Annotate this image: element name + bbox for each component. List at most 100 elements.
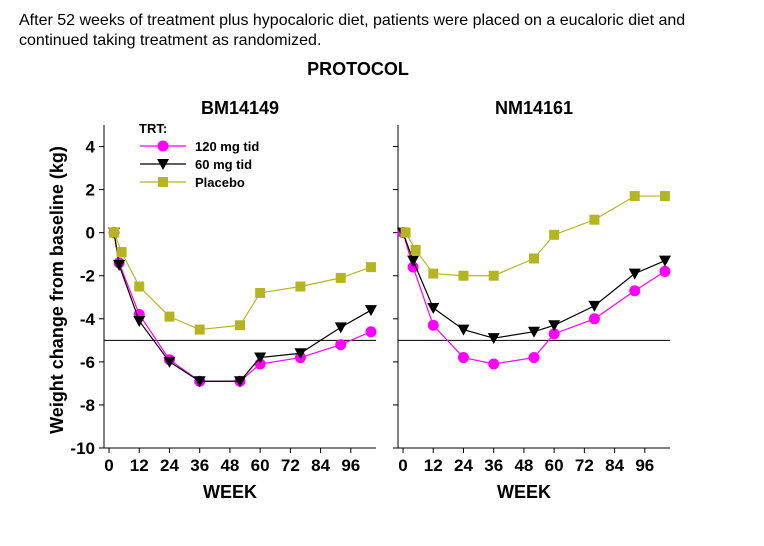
x-tick-label: 84	[311, 456, 330, 475]
data-point	[659, 265, 671, 277]
data-point	[235, 320, 245, 331]
data-point	[407, 261, 419, 273]
legend-label: 120 mg tid	[195, 139, 259, 154]
x-tick-label: 12	[130, 456, 149, 475]
legend-marker	[158, 177, 168, 187]
data-point	[588, 300, 601, 312]
series-line	[402, 232, 666, 339]
x-axis-label: WEEK	[203, 482, 257, 502]
data-point	[364, 305, 377, 317]
data-point	[410, 244, 421, 255]
legend-title: TRT:	[139, 121, 167, 136]
y-tick-label: 0	[86, 224, 95, 243]
data-point	[335, 339, 347, 351]
data-point	[529, 253, 539, 264]
x-tick-label: 72	[281, 456, 300, 475]
series-60-mg-tid	[397, 227, 671, 345]
data-point	[457, 324, 470, 336]
data-point	[548, 328, 560, 340]
x-tick-label: 96	[341, 456, 360, 475]
y-tick-label: -2	[80, 267, 95, 286]
x-tick-label: 0	[398, 456, 407, 475]
data-point	[487, 333, 500, 345]
series-line	[113, 232, 372, 382]
series-line	[402, 232, 666, 365]
figure-caption: After 52 weeks of treatment plus hypocal…	[19, 12, 686, 49]
data-point	[428, 268, 439, 279]
data-point	[365, 262, 376, 273]
series-placebo	[109, 227, 376, 335]
data-point	[589, 214, 600, 225]
data-point	[427, 303, 440, 315]
x-tick-label: 24	[454, 456, 473, 475]
series-line	[405, 195, 665, 277]
x-tick-label: 96	[635, 456, 654, 475]
y-axis-label: Weight change from baseline (kg)	[47, 146, 67, 434]
data-point	[294, 348, 307, 360]
y-tick-label: 4	[86, 138, 96, 157]
series-60-mg-tid	[108, 227, 377, 388]
data-point	[116, 247, 127, 258]
x-tick-label: 36	[484, 456, 503, 475]
y-tick-label: -4	[80, 310, 96, 329]
data-point	[254, 352, 267, 364]
data-point	[407, 255, 420, 267]
data-point	[588, 313, 600, 325]
data-point	[113, 259, 126, 271]
series-120-mg-tid	[108, 227, 377, 387]
legend-marker	[157, 140, 169, 152]
data-point	[488, 358, 500, 370]
data-point	[457, 352, 469, 364]
x-tick-label: 12	[424, 456, 443, 475]
x-axis-label: WEEK	[497, 482, 551, 502]
data-point	[194, 324, 205, 335]
data-point	[334, 322, 347, 334]
x-tick-label: 60	[251, 456, 270, 475]
data-point	[549, 229, 560, 240]
data-point	[400, 227, 411, 238]
y-tick-label: -10	[70, 439, 95, 458]
data-point	[427, 319, 439, 331]
data-point	[234, 376, 246, 388]
series-placebo	[400, 191, 670, 281]
series-line	[113, 232, 372, 331]
chart-panels: BM14149 4 2 0 -2 -4 -6 -8 -10 0 12 24 36 48 60 72 84 96 WE…	[70, 98, 671, 502]
data-point	[659, 191, 670, 202]
x-tick-label: 84	[605, 456, 624, 475]
chart-panel-bm14149: BM14149 4 2 0 -2 -4 -6 -8 -10 0 12 24 36 48 60 72 84 96 WE…	[70, 98, 377, 502]
x-tick-label: 60	[545, 456, 564, 475]
x-tick-label: 0	[104, 456, 113, 475]
legend-marker	[157, 159, 169, 170]
series-line	[113, 232, 372, 382]
data-point	[528, 326, 540, 338]
legend-label: 60 mg tid	[195, 157, 252, 172]
panel-title: NM14161	[495, 98, 573, 118]
data-point	[133, 315, 146, 327]
data-point	[134, 281, 145, 292]
data-point	[629, 191, 640, 202]
data-point	[628, 268, 641, 280]
y-tick-label: -8	[80, 396, 95, 415]
data-point	[255, 287, 266, 298]
data-point	[548, 320, 561, 332]
data-point	[164, 311, 175, 322]
data-point	[658, 255, 671, 267]
x-tick-label: 48	[514, 456, 533, 475]
x-tick-label: 36	[190, 456, 209, 475]
y-tick-label: -6	[80, 353, 95, 372]
figure-title: PROTOCOL	[307, 59, 409, 79]
data-point	[295, 281, 306, 292]
data-point	[193, 376, 206, 388]
panel-title: BM14149	[201, 98, 279, 118]
series-120-mg-tid	[397, 227, 671, 370]
x-tick-label: 72	[575, 456, 594, 475]
data-point	[488, 270, 499, 281]
x-tick-label: 24	[160, 456, 179, 475]
data-point	[335, 272, 346, 283]
y-tick-label: 2	[86, 181, 95, 200]
data-point	[365, 326, 377, 338]
data-point	[109, 227, 120, 238]
chart-panel-nm14161: NM14161 0 12 24 36 48 60 72 84 96 WEEK	[393, 98, 671, 502]
data-point	[458, 270, 469, 281]
